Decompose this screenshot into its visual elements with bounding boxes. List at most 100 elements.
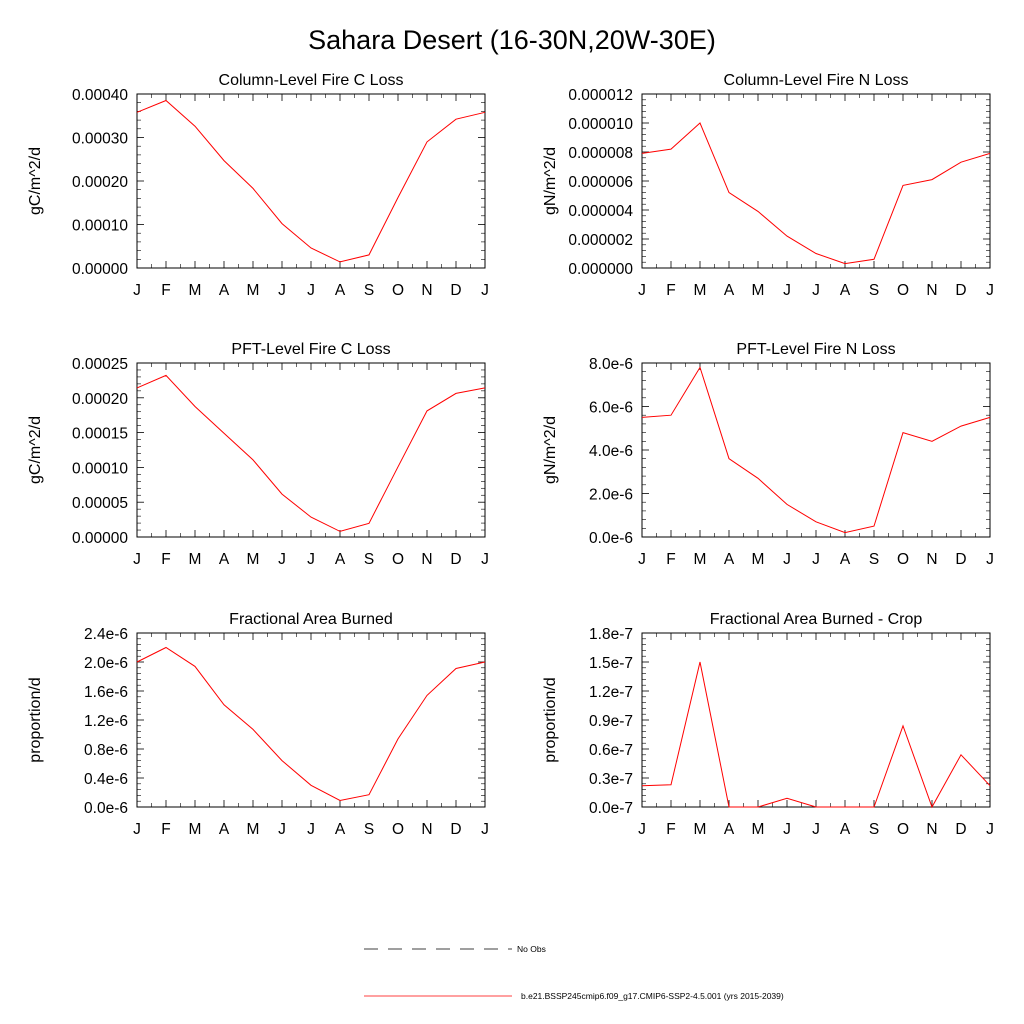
y-tick-label: 0.00010 [72,460,128,477]
x-tick-label: N [926,282,937,299]
x-tick-label: A [335,282,346,299]
y-tick-label: 2.0e-6 [84,655,128,672]
x-tick-label: J [481,551,489,568]
y-tick-label: 0.000000 [568,261,633,278]
x-tick-label: D [955,821,966,838]
x-tick-label: J [278,821,286,838]
y-tick-label: 0.00020 [72,174,128,191]
x-tick-label: J [986,821,994,838]
y-tick-label: 2.0e-6 [589,487,633,504]
x-tick-label: A [219,821,230,838]
y-tick-label: 6.0e-6 [589,400,633,417]
y-tick-label: 0.00010 [72,218,128,235]
x-tick-label: A [840,282,851,299]
panel-title: Column-Level Fire N Loss [724,72,909,89]
x-tick-label: S [869,551,879,568]
plot-frame [136,93,486,269]
x-tick-label: A [335,551,346,568]
y-tick-label: 0.0e-7 [589,800,633,817]
x-tick-label: M [247,282,260,299]
series-line [136,646,486,802]
x-tick-label: A [335,821,346,838]
series-line [136,374,486,532]
x-tick-label: A [724,821,735,838]
series-line [641,366,991,534]
y-tick-label: 0.00000 [72,530,128,547]
x-tick-label: F [161,821,170,838]
x-tick-label: J [638,551,646,568]
y-tick-label: 0.000002 [568,232,633,249]
y-tick-label: 1.5e-7 [589,655,633,672]
y-axis-label: gN/m^2/d [542,416,559,484]
x-tick-label: J [307,282,315,299]
x-tick-label: M [189,821,202,838]
x-tick-label: M [752,282,765,299]
y-tick-label: 0.000008 [568,145,633,162]
x-tick-label: J [278,282,286,299]
legend: No Obs b.e21.BSSP245cmip6.f09_g17.CMIP6-… [364,944,784,1001]
legend-model-label: b.e21.BSSP245cmip6.f09_g17.CMIP6-SSP2-4.… [521,991,784,1001]
x-tick-label: O [897,282,909,299]
x-tick-label: M [694,282,707,299]
y-axis-label: gC/m^2/d [27,147,44,215]
x-tick-label: F [161,282,170,299]
x-tick-label: J [986,551,994,568]
x-tick-label: N [421,551,432,568]
y-tick-label: 0.000006 [568,174,633,191]
y-tick-label: 4.0e-6 [589,443,633,460]
x-tick-label: M [752,821,765,838]
panel-title: PFT-Level Fire C Loss [231,341,390,358]
y-tick-label: 0.000010 [568,116,633,133]
plot-frame [641,93,991,269]
x-tick-label: A [840,821,851,838]
series-line [641,122,991,265]
x-tick-label: A [219,282,230,299]
plot-frame [641,632,991,808]
x-tick-label: J [812,821,820,838]
x-tick-label: M [694,821,707,838]
x-tick-label: J [812,282,820,299]
x-tick-label: J [638,821,646,838]
panel-title: Column-Level Fire C Loss [219,72,404,89]
x-tick-label: S [869,821,879,838]
figure-title: Sahara Desert (16-30N,20W-30E) [308,25,716,55]
plot-frame [136,632,486,808]
legend-obs-label: No Obs [517,944,546,954]
y-tick-label: 0.00015 [72,426,128,443]
x-tick-label: M [247,551,260,568]
x-tick-label: D [450,282,461,299]
x-tick-label: D [955,282,966,299]
panel-title: Fractional Area Burned - Crop [710,611,923,628]
y-axis-label: gC/m^2/d [27,416,44,484]
x-tick-label: O [392,551,404,568]
y-tick-label: 0.4e-6 [84,771,128,788]
x-tick-label: O [897,821,909,838]
y-tick-label: 0.00000 [72,261,128,278]
y-axis-label: gN/m^2/d [542,147,559,215]
x-tick-label: J [133,282,141,299]
panel-title: Fractional Area Burned [229,611,393,628]
x-tick-label: A [724,282,735,299]
x-tick-label: F [666,551,675,568]
y-tick-label: 0.3e-7 [589,771,633,788]
y-tick-label: 1.2e-7 [589,684,633,701]
y-axis-label: proportion/d [27,677,44,762]
y-tick-label: 0.0e-6 [589,530,633,547]
x-tick-label: J [812,551,820,568]
x-tick-label: M [694,551,707,568]
y-axis-label: proportion/d [542,677,559,762]
x-tick-label: O [392,282,404,299]
x-tick-label: J [783,282,791,299]
y-tick-label: 0.00020 [72,391,128,408]
x-tick-label: J [133,821,141,838]
x-tick-label: M [189,282,202,299]
x-tick-label: O [897,551,909,568]
y-tick-label: 2.4e-6 [84,626,128,643]
x-tick-label: J [133,551,141,568]
